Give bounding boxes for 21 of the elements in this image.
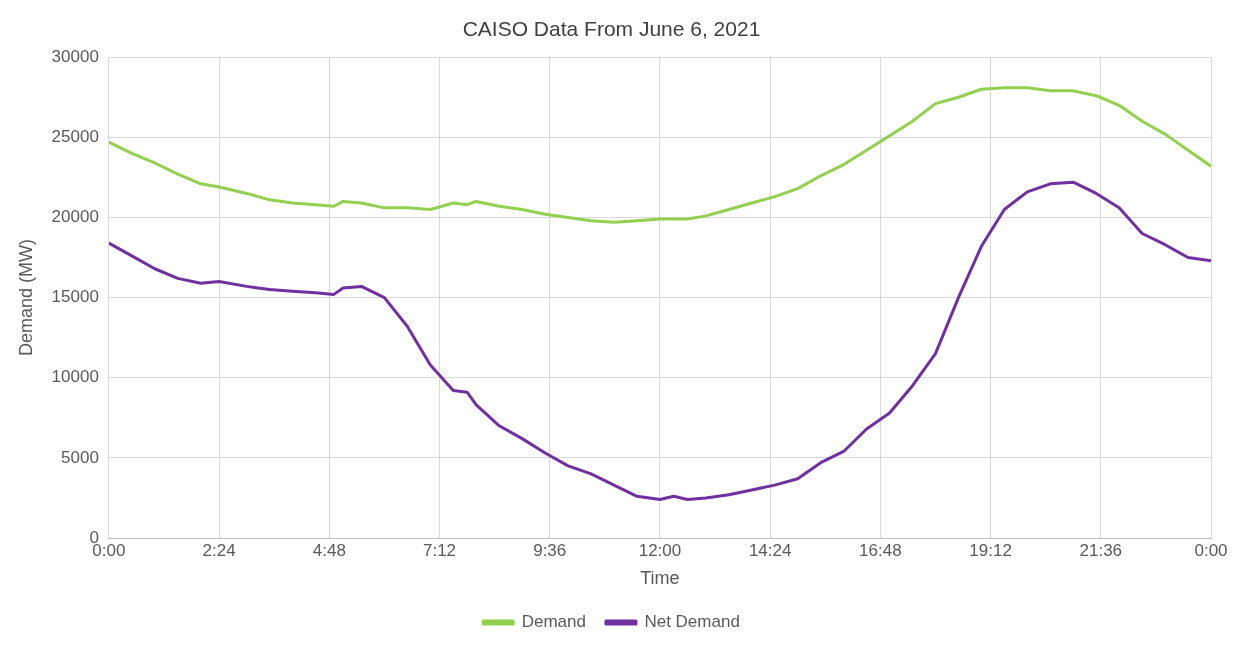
x-tick-label: 21:36 bbox=[1079, 540, 1123, 560]
y-axis-title: Demand (MW) bbox=[15, 239, 36, 357]
y-tick-label: 15000 bbox=[51, 287, 99, 307]
legend-label: Net Demand bbox=[644, 612, 740, 632]
y-tick-label: 10000 bbox=[51, 367, 99, 387]
x-tick-label: 12:00 bbox=[638, 540, 682, 560]
x-tick-label: 16:48 bbox=[859, 540, 902, 560]
chart-title: CAISO Data From June 6, 2021 bbox=[462, 17, 761, 41]
y-tick-label: 5000 bbox=[61, 447, 99, 467]
x-tick-label: 2:24 bbox=[202, 540, 236, 560]
x-tick-label: 14:24 bbox=[748, 540, 792, 560]
x-tick-label: 19:12 bbox=[969, 540, 1012, 560]
legend-label: Demand bbox=[521, 612, 586, 632]
x-tick-label: 0:00 bbox=[1194, 540, 1228, 560]
y-tick-label: 30000 bbox=[51, 46, 99, 66]
x-axis-title: Time bbox=[640, 568, 680, 589]
x-tick-label: 9:36 bbox=[533, 540, 567, 560]
x-tick-label: 4:48 bbox=[312, 540, 346, 560]
y-tick-label: 25000 bbox=[51, 127, 99, 147]
y-tick-label: 20000 bbox=[51, 207, 99, 227]
x-tick-label: 7:12 bbox=[422, 540, 457, 560]
